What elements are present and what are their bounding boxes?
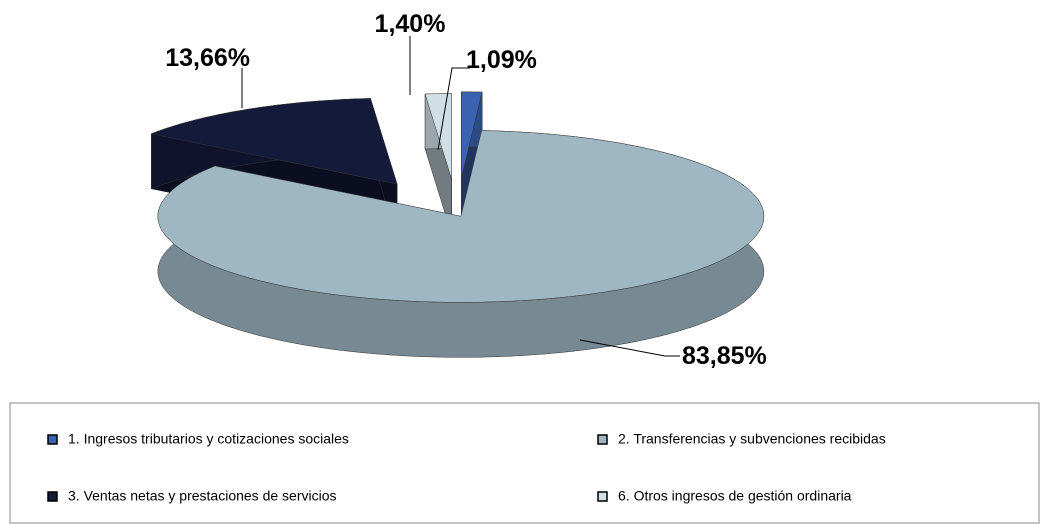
leader-line: [437, 67, 470, 151]
slice-top: [461, 91, 483, 178]
slice-top: [150, 98, 398, 185]
value-label: 1,40%: [375, 10, 446, 38]
value-label: 13,66%: [165, 44, 250, 72]
slice: [157, 130, 765, 358]
legend-label: 1. Ingresos tributarios y cotizaciones s…: [68, 431, 349, 447]
legend-marker: [597, 434, 608, 445]
legend-marker: [47, 434, 58, 445]
legend-label: 6. Otros ingresos de gestión ordinaria: [618, 488, 852, 504]
legend-marker: [47, 491, 58, 502]
legend-label: 2. Transferencias y subvenciones recibid…: [618, 431, 886, 447]
pie: [150, 91, 765, 358]
leader-line: [579, 339, 680, 357]
value-label: 83,85%: [682, 342, 767, 370]
legend-marker: [597, 491, 608, 502]
slice-top: [157, 130, 765, 303]
legend-label: 3. Ventas netas y prestaciones de servic…: [68, 488, 336, 504]
value-label: 1,09%: [466, 46, 537, 74]
legend-box: [9, 402, 1040, 524]
slice-top: [424, 93, 452, 180]
